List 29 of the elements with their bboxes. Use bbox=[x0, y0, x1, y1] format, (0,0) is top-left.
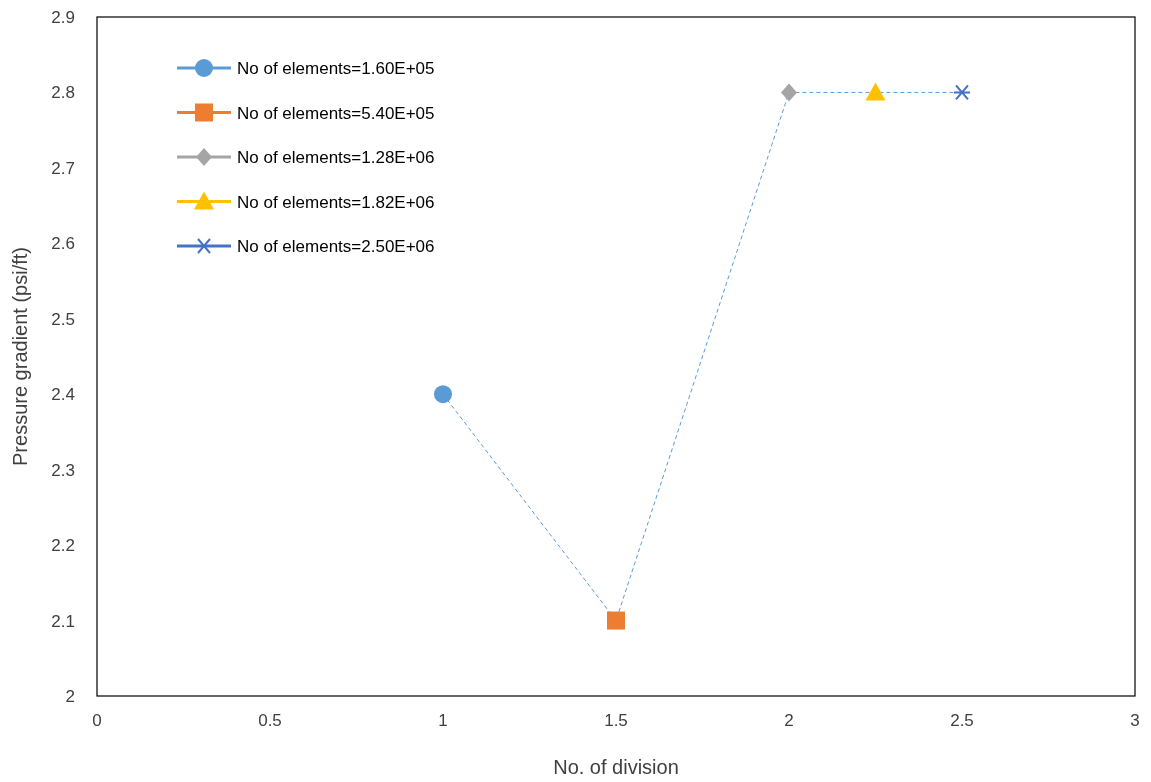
point bbox=[607, 611, 625, 630]
x-tick-label: 3 bbox=[1130, 711, 1140, 730]
point bbox=[781, 83, 797, 102]
point bbox=[434, 385, 452, 404]
y-tick-label: 2.7 bbox=[51, 158, 75, 178]
y-tick-label: 2.4 bbox=[51, 385, 75, 405]
y-tick-label: 2 bbox=[65, 687, 75, 706]
y-tick-label: 2.3 bbox=[51, 460, 75, 480]
x-tick-label: 2 bbox=[784, 711, 794, 730]
x-tick-label: 2.5 bbox=[950, 711, 974, 730]
y-tick-label: 2.9 bbox=[51, 8, 75, 27]
y-tick-label: 2.5 bbox=[51, 309, 75, 329]
x-axis-title: No. of division bbox=[553, 756, 679, 778]
x-tick-label: 1.5 bbox=[604, 711, 628, 730]
legend-label: No of elements=1.60E+05 bbox=[237, 59, 435, 78]
y-tick-label: 2.1 bbox=[51, 611, 75, 631]
legend-label: No of elements=5.40E+05 bbox=[237, 103, 435, 123]
y-tick-label: 2.6 bbox=[51, 234, 75, 254]
legend-label: No of elements=1.28E+06 bbox=[237, 148, 435, 167]
y-axis-title: Pressure gradient (psi/ft) bbox=[9, 247, 31, 466]
point bbox=[865, 82, 886, 101]
x-tick-label: 1 bbox=[438, 711, 448, 730]
x-tick-label: 0.5 bbox=[258, 711, 282, 730]
y-tick-label: 2.8 bbox=[51, 83, 75, 103]
legend-label: No of elements=1.82E+06 bbox=[237, 192, 435, 212]
x-tick-label: 0 bbox=[92, 711, 102, 730]
point bbox=[953, 84, 971, 101]
y-tick-label: 2.2 bbox=[51, 536, 75, 556]
legend-label: No of elements=2.50E+06 bbox=[237, 237, 435, 256]
